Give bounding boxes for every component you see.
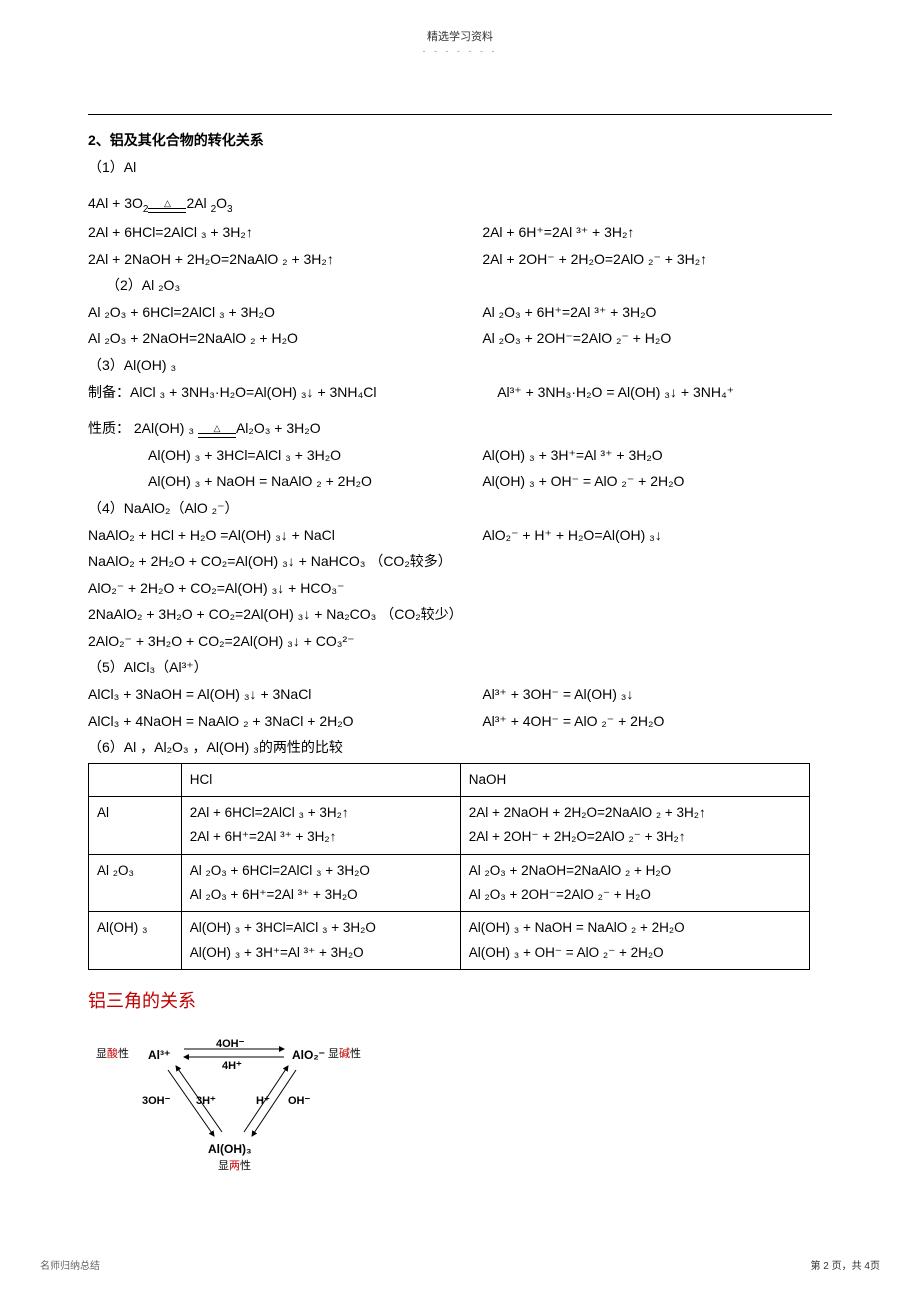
r3c1: Al(OH) ₃ + 3HCl=AlCl ₃ + 3H₂OAl(OH) ₃ + … bbox=[181, 912, 460, 970]
edge-right-in: OH⁻ bbox=[288, 1091, 310, 1112]
eq-5-l: Al ₂O₃ + 2NaOH=2NaAlO ₂ + H₂O bbox=[88, 325, 482, 352]
eq-6-l: 制备：AlCl ₃ + 3NH₃·H₂O=Al(OH) ₃↓ + 3NH₄Cl bbox=[88, 379, 497, 406]
edge-left-out: 3OH⁻ bbox=[142, 1091, 170, 1112]
node-al3: Al³⁺ bbox=[148, 1044, 170, 1067]
node-alo2: AlO₂⁻ bbox=[292, 1044, 325, 1067]
r1c2: 2Al + 2NaOH + 2H₂O=2NaAlO ₂ + 3H₂↑2Al + … bbox=[460, 797, 809, 855]
eq-9-r: Al(OH) ₃ + OH⁻ = AlO ₂⁻ + 2H₂O bbox=[482, 468, 832, 495]
eq-14: 2AlO₂⁻ + 3H₂O + CO₂=2Al(OH) ₃↓ + CO₃²⁻ bbox=[88, 628, 832, 655]
th-naoh: NaOH bbox=[460, 763, 809, 796]
amphoteric-table: HCl NaOH Al 2Al + 6HCl=2AlCl ₃ + 3H₂↑2Al… bbox=[88, 763, 810, 970]
edge-top-up: 4OH⁻ bbox=[216, 1034, 244, 1055]
eq-7: 性质： 2Al(OH) ₃ △Al₂O₃ + 3H₂O bbox=[88, 415, 832, 442]
eq-1: 4Al + 3O2△2Al 2O3 bbox=[88, 190, 832, 219]
eq-8-r: Al(OH) ₃ + 3H⁺=Al ³⁺ + 3H₂O bbox=[482, 442, 832, 469]
sub-6: （6）Al ，Al₂O₃ ，Al(OH) ₃的两性的比较 bbox=[88, 734, 832, 761]
sub-2: （2）Al ₂O₃ bbox=[88, 272, 832, 299]
left-label: 显酸性 bbox=[96, 1044, 129, 1065]
eq-2-r: 2Al + 6H⁺=2Al ³⁺ + 3H₂↑ bbox=[482, 219, 832, 246]
eq-10-r: AlO₂⁻ + H⁺ + H₂O=Al(OH) ₃↓ bbox=[482, 522, 832, 549]
eq-13: 2NaAlO₂ + 3H₂O + CO₂=2Al(OH) ₃↓ + Na₂CO₃… bbox=[88, 601, 832, 628]
th-hcl: HCl bbox=[181, 763, 460, 796]
sub-5: （5）AlCl₃（Al³⁺） bbox=[88, 654, 832, 681]
r2c1: Al ₂O₃ + 6HCl=2AlCl ₃ + 3H₂OAl ₂O₃ + 6H⁺… bbox=[181, 854, 460, 912]
eq-10-l: NaAlO₂ + HCl + H₂O =Al(OH) ₃↓ + NaCl bbox=[88, 522, 482, 549]
eq-15-l: AlCl₃ + 3NaOH = Al(OH) ₃↓ + 3NaCl bbox=[88, 681, 482, 708]
eq-16-l: AlCl₃ + 4NaOH = NaAlO ₂ + 3NaCl + 2H₂O bbox=[88, 708, 482, 735]
th-blank bbox=[89, 763, 182, 796]
right-label: 显碱性 bbox=[328, 1044, 361, 1065]
edge-top-down: 4H⁺ bbox=[222, 1056, 242, 1077]
r3c2: Al(OH) ₃ + NaOH = NaAlO ₂ + 2H₂OAl(OH) ₃… bbox=[460, 912, 809, 970]
triangle-title: 铝三角的关系 bbox=[88, 984, 832, 1018]
footer-right: 第 2 页，共 4页 bbox=[811, 1257, 880, 1272]
eq-6-r: Al³⁺ + 3NH₃·H₂O = Al(OH) ₃↓ + 3NH₄⁺ bbox=[497, 379, 832, 406]
eq-11: NaAlO₂ + 2H₂O + CO₂=Al(OH) ₃↓ + NaHCO₃ （… bbox=[88, 548, 832, 575]
eq-12: AlO₂⁻ + 2H₂O + CO₂=Al(OH) ₃↓ + HCO₃⁻ bbox=[88, 575, 832, 602]
eq-4-r: Al ₂O₃ + 6H⁺=2Al ³⁺ + 3H₂O bbox=[482, 299, 832, 326]
header-dots: - - - - - - - bbox=[0, 46, 920, 56]
eq-2-l: 2Al + 6HCl=2AlCl ₃ + 3H₂↑ bbox=[88, 219, 482, 246]
eq-3-l: 2Al + 2NaOH + 2H₂O=2NaAlO ₂ + 3H₂↑ bbox=[88, 246, 482, 273]
header-subtitle: 精选学习资料 bbox=[0, 0, 920, 44]
bottom-label: 显两性 bbox=[218, 1156, 251, 1177]
eq-3-r: 2Al + 2OH⁻ + 2H₂O=2AlO ₂⁻ + 3H₂↑ bbox=[482, 246, 832, 273]
eq-5-r: Al ₂O₃ + 2OH⁻=2AlO ₂⁻ + H₂O bbox=[482, 325, 832, 352]
al-triangle-diagram: 显酸性 Al³⁺ AlO₂⁻ 显碱性 4OH⁻ 4H⁺ 3OH⁻ 3H⁺ H⁺ … bbox=[96, 1036, 366, 1186]
eq-9-l: Al(OH) ₃ + NaOH = NaAlO ₂ + 2H₂O bbox=[88, 468, 482, 495]
eq-15-r: Al³⁺ + 3OH⁻ = Al(OH) ₃↓ bbox=[482, 681, 832, 708]
r3c0: Al(OH) ₃ bbox=[89, 912, 182, 970]
r1c0: Al bbox=[89, 797, 182, 855]
footer-left: 名师归纳总结 bbox=[40, 1257, 100, 1272]
r1c1: 2Al + 6HCl=2AlCl ₃ + 3H₂↑2Al + 6H⁺=2Al ³… bbox=[181, 797, 460, 855]
eq-16-r: Al³⁺ + 4OH⁻ = AlO ₂⁻ + 2H₂O bbox=[482, 708, 832, 735]
r2c0: Al ₂O₃ bbox=[89, 854, 182, 912]
sub-3: （3）Al(OH) ₃ bbox=[88, 352, 832, 379]
section-title: 2、铝及其化合物的转化关系 bbox=[88, 127, 832, 154]
sub-1: （1）Al bbox=[88, 154, 832, 181]
edge-left-in: 3H⁺ bbox=[196, 1091, 216, 1112]
sub-4: （4）NaAlO₂（AlO ₂⁻） bbox=[88, 495, 832, 522]
r2c2: Al ₂O₃ + 2NaOH=2NaAlO ₂ + H₂OAl ₂O₃ + 2O… bbox=[460, 854, 809, 912]
document-content: 2、铝及其化合物的转化关系 （1）Al 4Al + 3O2△2Al 2O3 2A… bbox=[88, 115, 832, 1186]
edge-right-out: H⁺ bbox=[256, 1091, 270, 1112]
eq-8-l: Al(OH) ₃ + 3HCl=AlCl ₃ + 3H₂O bbox=[88, 442, 482, 469]
eq-4-l: Al ₂O₃ + 6HCl=2AlCl ₃ + 3H₂O bbox=[88, 299, 482, 326]
